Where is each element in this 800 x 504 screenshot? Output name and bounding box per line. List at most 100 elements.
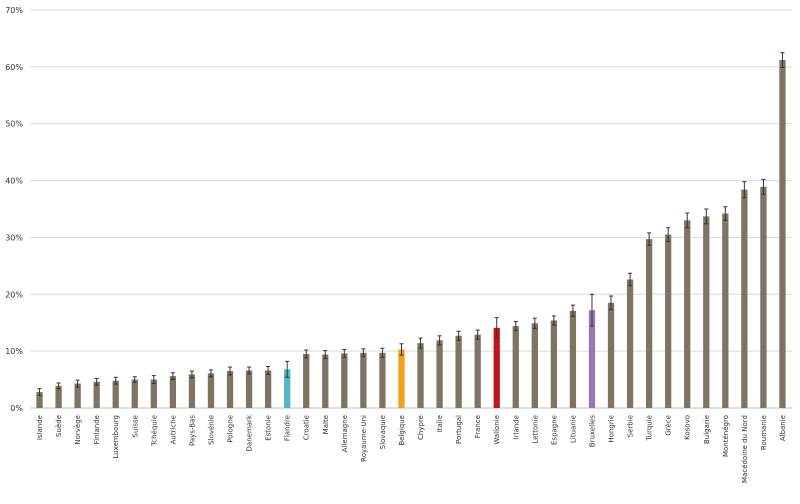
- y-tick-label: 60%: [5, 63, 23, 72]
- x-tick-label: Danemark: [246, 414, 254, 451]
- bar-pays-bas: [188, 374, 196, 408]
- bar-kosovo: [684, 220, 691, 408]
- error-bar-luxembourg: [113, 376, 118, 385]
- bar-belgique: [398, 349, 405, 408]
- x-tick-label: Turquie: [646, 415, 654, 442]
- error-bar-serbie: [628, 272, 633, 287]
- error-bar-lituanie: [570, 304, 575, 317]
- bar-roumanie: [760, 186, 767, 408]
- x-tick-label: Albanie: [779, 415, 787, 441]
- x-tick-label: Finlande: [93, 415, 101, 444]
- error-bar-danemark: [247, 366, 252, 375]
- x-axis-category-labels: Islande Suède Norvège Finlande Luxembourg Sui…: [36, 414, 787, 483]
- bar-bulgarie: [703, 216, 710, 408]
- bar-suisse: [131, 379, 138, 408]
- bar-autriche: [169, 376, 177, 408]
- bar-macedoine-du-nord: [741, 189, 748, 408]
- y-tick-label: 50%: [5, 120, 23, 129]
- bar-albanie: [779, 60, 786, 408]
- x-tick-label: Pologne: [227, 415, 235, 443]
- error-bar-portugal: [456, 330, 461, 341]
- x-tick-label: Norvège: [74, 415, 82, 445]
- bar-espagne: [550, 320, 558, 408]
- error-bar-kosovo: [685, 212, 690, 229]
- error-bar-italie: [437, 335, 442, 346]
- bars: [36, 60, 786, 408]
- error-bar-grece: [666, 227, 671, 242]
- bar-serbie: [626, 279, 634, 408]
- x-tick-label: Monténégro: [722, 415, 730, 457]
- bar-bruxelles: [588, 310, 596, 408]
- y-tick-label: 0%: [10, 404, 23, 413]
- error-bar-pologne: [228, 366, 233, 376]
- bar-finlande: [93, 381, 100, 408]
- error-bar-allemagne: [342, 348, 347, 358]
- y-tick-label: 30%: [5, 233, 23, 242]
- x-tick-label: Islande: [36, 415, 44, 440]
- y-axis-tick-labels: 0% 10% 20% 30% 40% 50% 60% 70%: [5, 6, 23, 413]
- x-tick-label: Roumanie: [760, 415, 768, 450]
- error-bar-lettonie: [532, 317, 537, 329]
- error-bar-malte: [323, 350, 328, 360]
- error-bar-macedoine-du-nord: [742, 181, 747, 199]
- x-tick-label: Lituanie: [569, 415, 577, 443]
- x-tick-label: Lettonie: [531, 415, 539, 444]
- bar-tchequie: [150, 379, 157, 408]
- x-tick-label: Wallonie: [493, 415, 501, 445]
- bar-hongrie: [607, 302, 615, 408]
- bar-grece: [665, 234, 672, 408]
- y-tick-label: 10%: [5, 347, 23, 356]
- x-tick-label: Irlande: [512, 415, 520, 439]
- error-bar-finlande: [94, 377, 99, 386]
- bar-flandre: [284, 369, 291, 408]
- x-tick-label: Macédoine du Nord: [741, 415, 749, 483]
- bar-malte: [322, 354, 329, 408]
- bar-france: [474, 334, 481, 408]
- x-tick-label: Grèce: [665, 415, 673, 436]
- error-bar-roumanie: [761, 178, 766, 195]
- bar-allemagne: [341, 353, 348, 408]
- x-tick-label: Suisse: [131, 415, 139, 437]
- error-bar-slovaquie: [380, 347, 385, 358]
- bar-irlande: [512, 326, 519, 408]
- error-bar-croatie: [304, 349, 309, 359]
- x-tick-label: Chypre: [417, 415, 425, 440]
- error-bar-wallonie: [494, 317, 499, 339]
- bar-lituanie: [569, 310, 577, 408]
- x-tick-label: Croatie: [303, 415, 311, 440]
- error-bar-hongrie: [609, 295, 614, 311]
- error-bar-suisse: [132, 376, 137, 383]
- bar-lettonie: [531, 323, 538, 408]
- error-bar-chypre: [418, 337, 423, 349]
- x-tick-label: Bulgarie: [703, 415, 711, 444]
- bar-slovaquie: [379, 352, 386, 408]
- x-tick-label: Allemagne: [341, 415, 349, 452]
- x-tick-label: Luxembourg: [112, 415, 120, 459]
- x-tick-label: Serbie: [627, 415, 635, 437]
- error-bar-albanie: [780, 52, 785, 68]
- error-bar-tchequie: [151, 375, 156, 385]
- bar-islande: [36, 392, 43, 408]
- x-tick-label: Portugal: [455, 415, 463, 444]
- error-bar-montenegro: [723, 206, 728, 221]
- error-bar-belgique: [399, 343, 404, 356]
- error-bar-turquie: [647, 232, 652, 246]
- bar-luxembourg: [112, 380, 119, 408]
- y-tick-label: 40%: [5, 177, 23, 186]
- x-tick-label: Malte: [322, 415, 330, 434]
- bar-chypre: [417, 343, 424, 408]
- x-tick-label: Autriche: [169, 415, 177, 444]
- x-tick-label: Tchéquie: [150, 415, 158, 447]
- error-bar-espagne: [551, 315, 556, 326]
- error-bar-islande: [37, 388, 42, 396]
- bar-turquie: [645, 239, 653, 408]
- x-tick-label: Hongrie: [608, 415, 616, 443]
- x-tick-label: Bruxelles: [588, 415, 596, 448]
- bar-royaume-uni: [360, 352, 367, 408]
- x-tick-label: Pays-Bas: [188, 415, 196, 446]
- error-bar-bruxelles: [589, 293, 594, 327]
- error-bar-irlande: [513, 321, 518, 332]
- error-bar-flandre: [285, 360, 290, 378]
- error-bar-france: [475, 329, 480, 340]
- bar-suede: [55, 385, 62, 408]
